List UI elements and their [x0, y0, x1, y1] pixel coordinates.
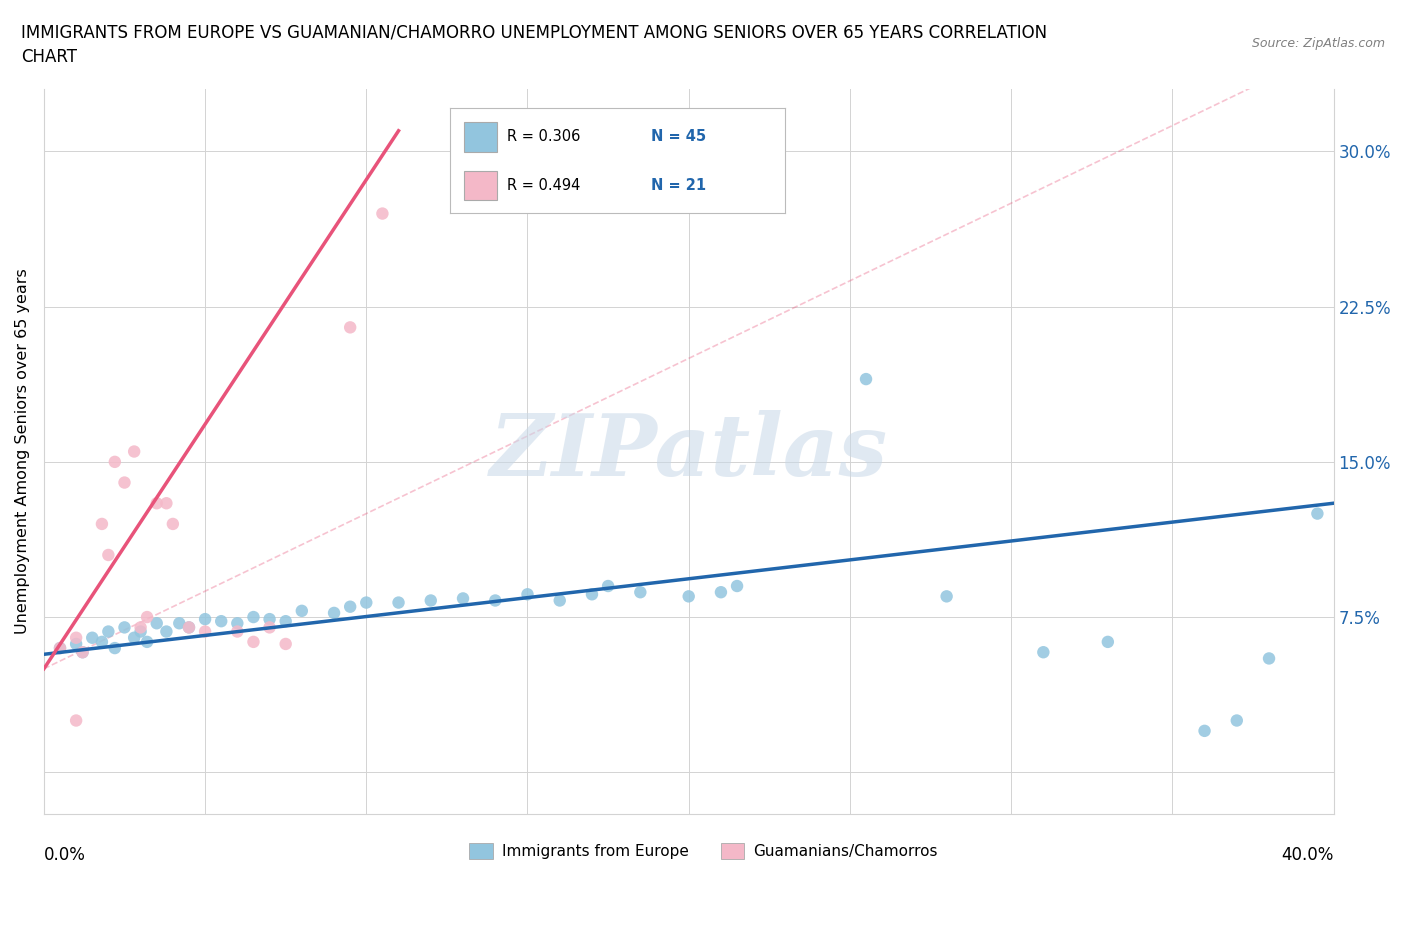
Point — [129, 620, 152, 635]
Text: 0.0%: 0.0% — [44, 846, 86, 864]
Point — [194, 624, 217, 639]
Point — [177, 620, 200, 635]
Point — [548, 593, 571, 608]
Point — [145, 496, 167, 511]
Text: ZIPatlas: ZIPatlas — [489, 410, 887, 493]
Text: Source: ZipAtlas.com: Source: ZipAtlas.com — [1251, 37, 1385, 50]
Y-axis label: Unemployment Among Seniors over 65 years: Unemployment Among Seniors over 65 years — [15, 269, 30, 634]
Point — [710, 585, 733, 600]
Point — [122, 631, 145, 645]
Point — [177, 620, 200, 635]
Text: 40.0%: 40.0% — [1281, 846, 1333, 864]
Point — [162, 516, 184, 531]
Point — [72, 644, 94, 659]
Point — [581, 587, 603, 602]
Point — [155, 496, 177, 511]
Point — [49, 641, 72, 656]
Point — [209, 614, 232, 629]
Point — [387, 595, 409, 610]
Point — [339, 599, 361, 614]
FancyBboxPatch shape — [470, 844, 492, 859]
Point — [242, 634, 264, 649]
Point — [323, 605, 346, 620]
Point — [226, 624, 249, 639]
Point — [65, 631, 87, 645]
Point — [90, 634, 112, 649]
Point — [628, 585, 651, 600]
Point — [356, 595, 378, 610]
Point — [274, 636, 297, 651]
Point — [291, 604, 314, 618]
Point — [194, 612, 217, 627]
Point — [516, 587, 538, 602]
Point — [226, 616, 249, 631]
Point — [65, 713, 87, 728]
Text: Guamanians/Chamorros: Guamanians/Chamorros — [754, 844, 938, 858]
Point — [371, 206, 394, 221]
Text: IMMIGRANTS FROM EUROPE VS GUAMANIAN/CHAMORRO UNEMPLOYMENT AMONG SENIORS OVER 65 : IMMIGRANTS FROM EUROPE VS GUAMANIAN/CHAM… — [21, 23, 1047, 66]
Point — [114, 475, 136, 490]
Point — [855, 372, 877, 387]
Point — [259, 620, 281, 635]
Point — [1032, 644, 1054, 659]
Point — [155, 624, 177, 639]
Point — [1306, 506, 1329, 521]
Point — [419, 593, 441, 608]
Point — [136, 634, 159, 649]
Point — [97, 548, 120, 563]
Point — [339, 320, 361, 335]
Point — [274, 614, 297, 629]
Point — [1097, 634, 1119, 649]
Text: Immigrants from Europe: Immigrants from Europe — [502, 844, 689, 858]
Point — [1194, 724, 1216, 738]
Point — [1226, 713, 1249, 728]
Point — [72, 644, 94, 659]
Point — [259, 612, 281, 627]
Point — [136, 609, 159, 624]
Point — [1258, 651, 1281, 666]
Point — [598, 578, 620, 593]
Point — [169, 616, 191, 631]
Point — [82, 631, 104, 645]
Point — [49, 641, 72, 656]
Point — [104, 455, 127, 470]
Point — [935, 589, 957, 604]
Point — [451, 591, 474, 605]
Point — [122, 444, 145, 458]
Point — [484, 593, 506, 608]
Point — [145, 616, 167, 631]
Point — [678, 589, 700, 604]
FancyBboxPatch shape — [721, 844, 744, 859]
Point — [65, 636, 87, 651]
Point — [90, 516, 112, 531]
Point — [242, 609, 264, 624]
Point — [114, 620, 136, 635]
Point — [104, 641, 127, 656]
Point — [129, 624, 152, 639]
Point — [97, 624, 120, 639]
Point — [725, 578, 748, 593]
